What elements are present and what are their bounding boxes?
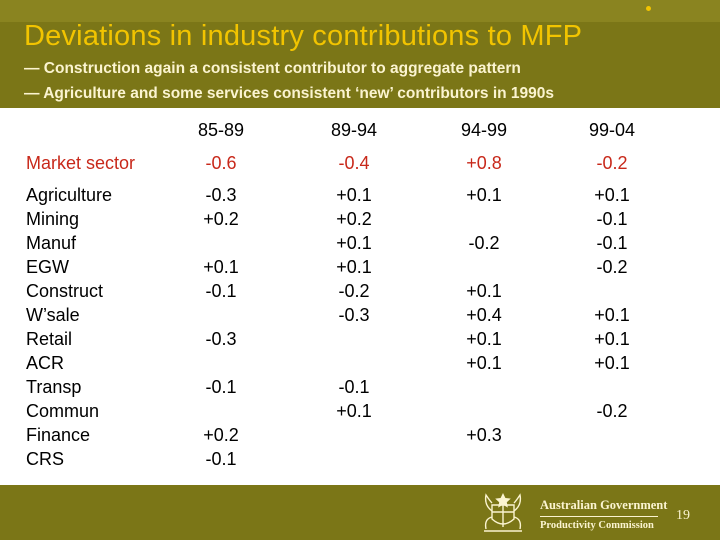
page-number: 19 <box>676 508 690 523</box>
table-cell: +0.2 <box>336 209 372 229</box>
table-cell: -0.3 <box>338 305 370 325</box>
row-label: Finance <box>26 425 91 445</box>
table-cell: -0.2 <box>468 233 500 253</box>
table-cell: -0.1 <box>596 233 628 253</box>
table-cell: +0.2 <box>203 425 239 445</box>
table-cell: +0.2 <box>203 209 239 229</box>
row-label: W’sale <box>26 305 80 325</box>
table-cell: -0.1 <box>338 377 370 397</box>
table-cell: +0.1 <box>466 185 502 205</box>
row-label: Commun <box>26 401 100 421</box>
column-header: 85-89 <box>197 120 245 140</box>
row-label: Agriculture <box>26 185 113 205</box>
table-cell: +0.1 <box>466 353 502 373</box>
row-label: CRS <box>26 449 65 469</box>
table-cell: +0.3 <box>466 425 502 445</box>
table-cell: +0.1 <box>336 233 372 253</box>
footer-band <box>0 485 720 540</box>
table-cell: +0.1 <box>336 185 372 205</box>
table-cell: +0.1 <box>594 353 630 373</box>
row-label: Manuf <box>26 233 77 253</box>
logo-commission-text: Productivity Commission <box>540 520 654 531</box>
subtitle-line-2: — Agriculture and some services consiste… <box>24 85 555 102</box>
table-cell: -0.3 <box>205 329 237 349</box>
row-label: Construct <box>26 281 104 301</box>
table-cell: -0.2 <box>338 281 370 301</box>
table-cell: +0.1 <box>336 401 372 421</box>
table-cell: -0.2 <box>596 257 628 277</box>
table-cell: -0.2 <box>596 401 628 421</box>
table-cell: -0.1 <box>205 281 237 301</box>
column-header: 89-94 <box>330 120 378 140</box>
row-label: Mining <box>26 209 80 229</box>
table-cell: +0.1 <box>594 305 630 325</box>
table-cell: +0.1 <box>336 257 372 277</box>
title-dot-mark <box>646 6 651 11</box>
logo-government-text: Australian Government <box>540 498 668 512</box>
table-cell: +0.4 <box>466 305 502 325</box>
slide-title: Deviations in industry contributions to … <box>24 20 583 52</box>
table-cell: +0.1 <box>594 185 630 205</box>
column-header: 94-99 <box>460 120 508 140</box>
table-cell: +0.1 <box>594 329 630 349</box>
header-stripe <box>0 0 720 22</box>
market-sector-value: -0.4 <box>338 153 370 173</box>
table-cell: +0.1 <box>203 257 239 277</box>
table-cell: +0.1 <box>466 329 502 349</box>
government-logo: Australian Government Productivity Commi… <box>478 489 670 537</box>
row-label: EGW <box>26 257 69 277</box>
market-sector-value: -0.6 <box>205 153 237 173</box>
table-cell: -0.3 <box>205 185 237 205</box>
row-label: Transp <box>26 377 82 397</box>
header-band <box>0 0 720 108</box>
coat-of-arms-icon <box>484 493 522 532</box>
table-cell: -0.1 <box>205 449 237 469</box>
market-sector-value: -0.2 <box>596 153 628 173</box>
subtitle-line-1: — Construction again a consistent contri… <box>24 60 521 77</box>
row-label: ACR <box>26 353 65 373</box>
row-label: Retail <box>26 329 73 349</box>
column-header: 99-04 <box>588 120 636 140</box>
logo-divider <box>540 516 658 517</box>
market-sector-label: Market sector <box>26 153 136 173</box>
table-cell: +0.1 <box>466 281 502 301</box>
market-sector-value: +0.8 <box>466 153 502 173</box>
table-cell: -0.1 <box>205 377 237 397</box>
table-cell: -0.1 <box>596 209 628 229</box>
